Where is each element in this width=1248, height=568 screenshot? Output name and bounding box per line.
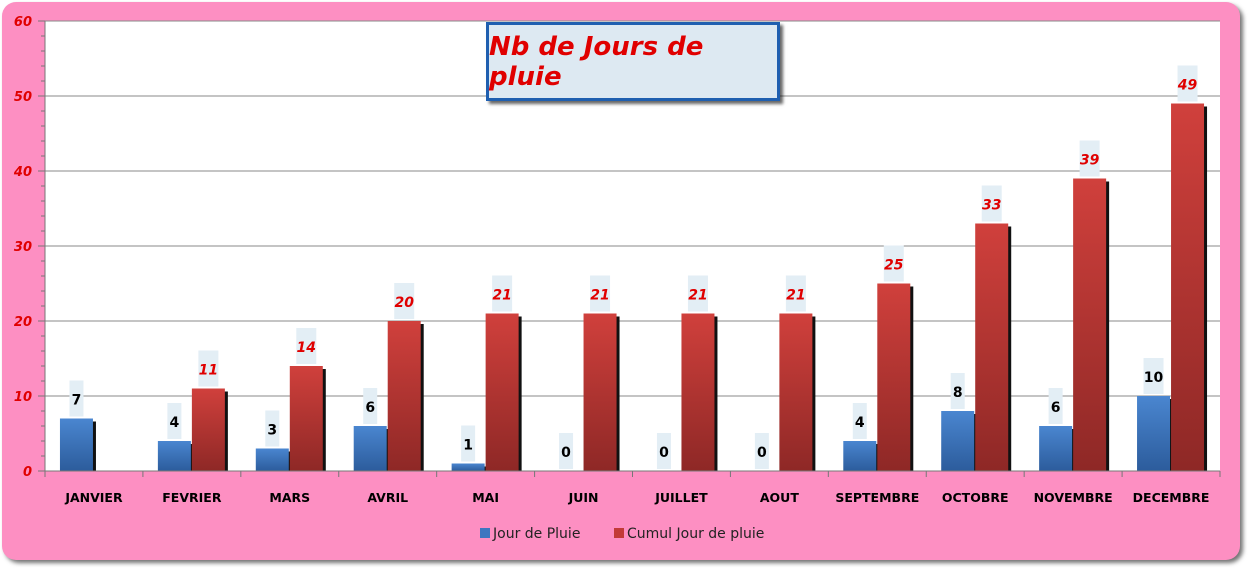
data-label: 4	[855, 415, 865, 431]
data-label: 21	[590, 288, 609, 304]
data-label: 1	[463, 438, 473, 454]
bar-cumul	[289, 366, 323, 471]
data-label: 25	[884, 258, 904, 274]
data-label: 20	[394, 295, 414, 311]
data-label: 6	[1051, 400, 1061, 416]
data-label: 33	[982, 198, 1001, 214]
bar-cumul	[779, 313, 813, 471]
legend-swatch	[614, 528, 624, 538]
bar-cumul	[387, 321, 421, 471]
data-label-bg	[1177, 65, 1198, 102]
data-label: 21	[786, 288, 805, 304]
x-tick-label: JUIN	[568, 490, 599, 505]
bar-jour-de-pluie	[941, 411, 975, 471]
x-tick-label: AVRIL	[367, 490, 408, 505]
data-label-bg	[1143, 358, 1164, 394]
legend-swatch	[480, 528, 490, 538]
data-label: 3	[267, 423, 277, 439]
data-label-bg	[265, 410, 280, 447]
x-axis: JANVIER FEVRIER MARS AVRIL MAI JUIN JUILLET AOU…	[44, 470, 1221, 505]
bar-jour-de-pluie	[1039, 426, 1073, 471]
data-label-bg	[656, 433, 671, 469]
y-tick-label: 50	[14, 90, 32, 105]
data-label: 10	[1144, 370, 1164, 386]
y-tick-label: 20	[14, 315, 32, 330]
y-axis: 0 10 20 30 40 50 60	[13, 15, 46, 480]
x-tick-label: MAI	[472, 490, 499, 505]
bar-jour-de-pluie	[843, 441, 877, 471]
x-tick-label: MARS	[269, 490, 310, 505]
data-label-bg	[950, 373, 965, 409]
bar-jour-de-pluie	[451, 463, 485, 471]
data-label: 7	[72, 393, 82, 409]
data-label: 11	[199, 363, 218, 379]
data-label-bg	[852, 403, 867, 439]
data-label: 21	[688, 288, 707, 304]
data-label: 49	[1177, 78, 1198, 94]
data-label: 0	[659, 445, 669, 461]
data-label-bg	[461, 425, 476, 462]
x-tick-label: FEVRIER	[162, 490, 222, 505]
legend: Jour de Pluie Cumul Jour de pluie	[480, 526, 764, 542]
gridlines	[45, 20, 1220, 397]
data-label: 4	[170, 415, 180, 431]
data-label-bg	[492, 275, 513, 312]
data-label-bg	[296, 328, 317, 364]
data-label-bg	[363, 388, 378, 424]
y-tick-label: 10	[14, 390, 32, 405]
x-tick-label: AOUT	[760, 490, 799, 505]
x-tick-label: JANVIER	[64, 490, 123, 505]
bar-cumul	[485, 313, 519, 471]
x-tick-label: DECEMBRE	[1133, 490, 1210, 505]
data-label-bg	[1079, 140, 1100, 177]
data-label-bg	[559, 433, 574, 469]
y-tick-label: 30	[14, 240, 32, 255]
data-label-bg	[981, 185, 1002, 222]
data-label-bg	[883, 245, 904, 282]
x-tick-label: NOVEMBRE	[1034, 490, 1113, 505]
legend-label: Cumul Jour de pluie	[627, 526, 764, 542]
data-label: 6	[365, 400, 375, 416]
bar-jour-de-pluie	[59, 418, 93, 471]
data-label-bg	[69, 380, 84, 417]
bar-cumul	[1171, 103, 1205, 471]
x-tick-label: JUILLET	[654, 490, 708, 505]
data-label: 8	[953, 385, 963, 401]
bar-cumul	[191, 388, 225, 471]
x-tick-label: OCTOBRE	[942, 490, 1009, 505]
bars-group	[59, 103, 1208, 471]
data-label-bg	[394, 283, 415, 319]
y-tick-label: 0	[23, 465, 32, 480]
bar-cumul	[1073, 178, 1107, 471]
data-label: 14	[297, 340, 316, 356]
legend-label: Jour de Pluie	[492, 526, 580, 542]
data-label: 21	[492, 288, 511, 304]
data-label-bg	[590, 275, 611, 312]
data-label-bg	[1048, 388, 1063, 424]
y-tick-label: 40	[13, 165, 32, 180]
y-tick-label: 60	[14, 15, 32, 30]
bar-jour-de-pluie	[157, 441, 191, 471]
x-tick-label: SEPTEMBRE	[835, 490, 919, 505]
bar-cumul	[681, 313, 715, 471]
data-label-bg	[687, 275, 708, 312]
data-label-bg	[198, 350, 219, 387]
bar-cumul	[975, 223, 1009, 471]
data-label: 39	[1080, 153, 1100, 169]
data-label-bg	[167, 403, 182, 439]
data-label: 0	[757, 445, 767, 461]
bar-jour-de-pluie	[255, 448, 289, 471]
chart-title: Nb de Jours de pluie	[489, 31, 704, 92]
data-label: 0	[561, 445, 571, 461]
bar-jour-de-pluie	[1137, 396, 1171, 471]
data-label-bg	[754, 433, 769, 469]
bar-jour-de-pluie	[353, 426, 387, 471]
bar-cumul	[583, 313, 617, 471]
bar-cumul	[877, 283, 911, 471]
data-label-bg	[785, 275, 806, 312]
chart-title-box: Nb de Jours de pluie	[486, 22, 780, 101]
